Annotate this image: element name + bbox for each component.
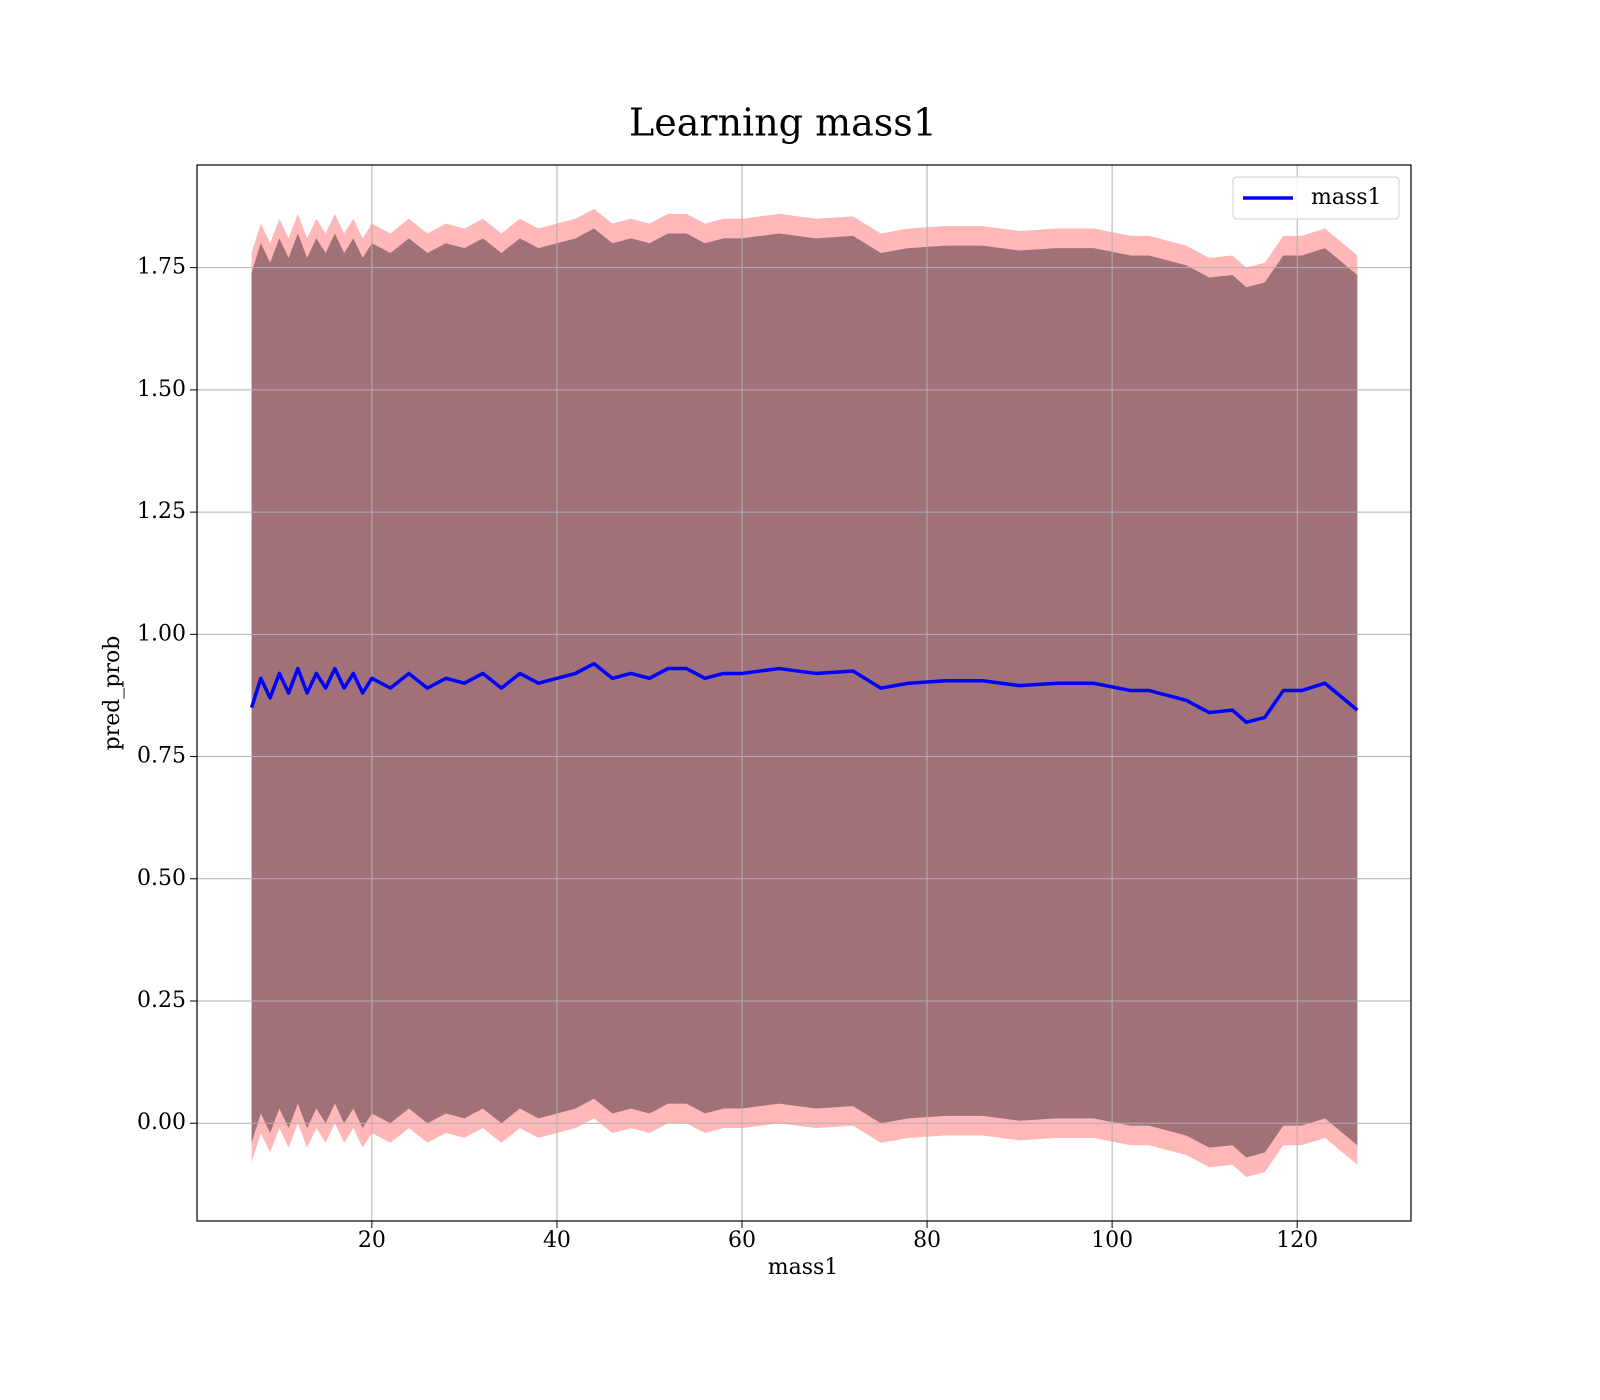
- x-tick-label: 100: [1091, 1228, 1133, 1253]
- legend-label: mass1: [1311, 185, 1382, 210]
- band: [251, 228, 1358, 1158]
- line: [249, 661, 1359, 725]
- chart-title: Learning mass1: [629, 101, 937, 145]
- x-tick-label: 20: [358, 1228, 386, 1253]
- y-tick-label: 1.50: [137, 377, 186, 402]
- x-tick-label: 40: [543, 1228, 571, 1253]
- x-tick-label: 80: [913, 1228, 941, 1253]
- y-tick-label: 1.00: [137, 621, 186, 646]
- y-tick-label: 1.25: [137, 499, 186, 524]
- y-tick-label: 1.75: [137, 255, 186, 280]
- plot-frame: [196, 164, 1412, 1222]
- y-tick-label: 0.75: [137, 744, 186, 769]
- legend-box: [1232, 176, 1400, 220]
- x-tick-label: 120: [1276, 1228, 1318, 1253]
- y-tick-label: 0.00: [137, 1110, 186, 1135]
- x-axis-label: mass1: [768, 1255, 839, 1280]
- y-tick-label: 0.50: [137, 866, 186, 891]
- y-tick-label: 0.25: [137, 988, 186, 1013]
- y-axis-label: pred_prob: [100, 636, 125, 751]
- x-tick-label: 60: [728, 1228, 756, 1253]
